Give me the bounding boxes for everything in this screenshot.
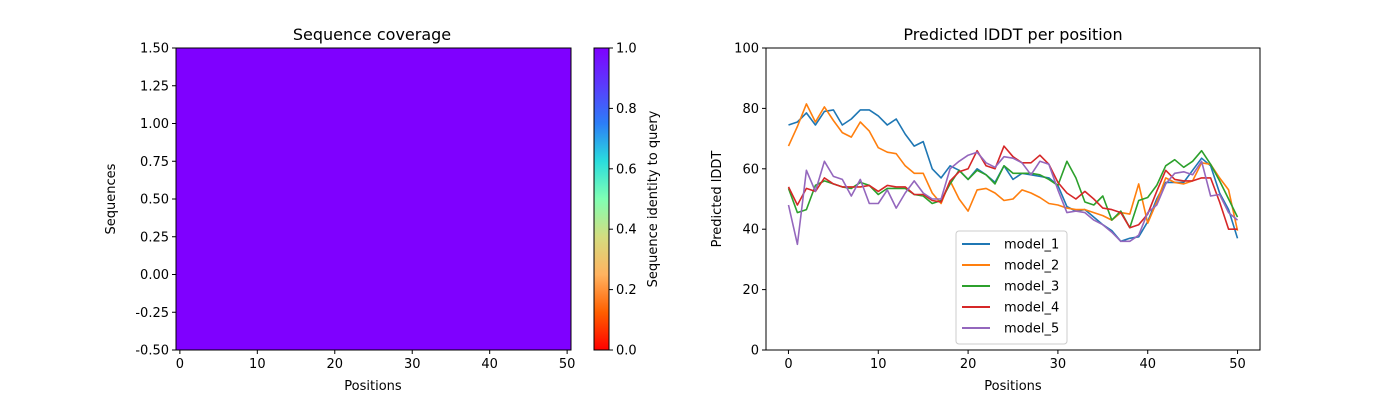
coverage-y-tick-label: 1.00 (140, 117, 169, 132)
legend-label-model_2: model_2 (1004, 259, 1059, 274)
lddt-y-axis-label: Predicted lDDT (710, 151, 725, 248)
coverage-y-axis-label: Sequences (104, 163, 119, 234)
legend-label-model_3: model_3 (1004, 280, 1059, 295)
colorbar-tick-label: 0.8 (616, 102, 637, 117)
coverage-title: Sequence coverage (293, 25, 451, 44)
lddt-y-tick-label: 0 (751, 344, 759, 359)
coverage-x-tick-label: 10 (249, 357, 266, 372)
coverage-y-tick-label: 1.25 (140, 79, 169, 94)
lddt-chart: Predicted lDDT per position 0 10 20 30 40 50 … (710, 25, 1261, 394)
colorbar-label: Sequence identity to query (646, 110, 661, 287)
lddt-x-tick-label: 30 (1050, 357, 1067, 372)
coverage-chart: Sequence coverage 0 10 20 30 40 50 -0.50 -0.25… (104, 25, 575, 394)
coverage-y-tick-label: 1.50 (140, 42, 169, 57)
coverage-x-tick-label: 0 (176, 357, 184, 372)
colorbar-tick-label: 0.0 (616, 344, 637, 359)
series-line-model_3 (787, 149, 1239, 229)
lddt-title: Predicted lDDT per position (903, 25, 1122, 44)
legend-box (955, 230, 1068, 345)
legend-label-model_4: model_4 (1004, 301, 1059, 316)
coverage-x-ticks: 0 10 20 30 40 50 (176, 350, 576, 372)
lddt-y-tick-label: 60 (742, 162, 759, 177)
lddt-x-tick-label: 40 (1139, 357, 1156, 372)
coverage-heatmap-cells (176, 48, 571, 350)
series-line-model_2 (787, 103, 1239, 231)
coverage-x-tick-label: 40 (481, 357, 498, 372)
colorbar-ticks: 0.0 0.2 0.4 0.6 0.8 1.0 (609, 42, 637, 359)
lddt-x-tick-label: 50 (1229, 357, 1246, 372)
colorbar-tick-label: 0.6 (616, 162, 637, 177)
coverage-y-tick-label: 0.75 (140, 155, 169, 170)
lddt-x-tick-label: 0 (784, 357, 792, 372)
lddt-x-tick-label: 20 (960, 357, 977, 372)
colorbar-tick-label: 1.0 (616, 42, 637, 57)
lddt-series-lines (787, 103, 1239, 246)
lddt-y-tick-label: 80 (742, 102, 759, 117)
lddt-y-tick-label: 40 (742, 223, 759, 238)
lddt-y-tick-label: 20 (742, 283, 759, 298)
legend: model_1 model_2 model_3 model_4 model_5 (955, 230, 1068, 345)
lddt-x-axis-label: Positions (984, 379, 1042, 394)
colorbar: 0.0 0.2 0.4 0.6 0.8 1.0 Sequence identity to … (593, 42, 661, 359)
colorbar-tick-label: 0.2 (616, 283, 637, 298)
coverage-x-tick-label: 20 (327, 357, 344, 372)
lddt-plot-frame (765, 47, 1261, 351)
legend-label-model_5: model_5 (1004, 322, 1059, 337)
legend-label-model_1: model_1 (1004, 238, 1059, 253)
coverage-x-axis-label: Positions (344, 379, 402, 394)
coverage-x-tick-label: 50 (559, 357, 576, 372)
lddt-y-ticks: 0 20 40 60 80 100 (734, 42, 766, 359)
lddt-y-tick-label: 100 (734, 42, 759, 57)
colorbar-gradient (593, 47, 610, 351)
coverage-y-tick-label: 0.25 (140, 230, 169, 245)
coverage-y-tick-label: 0.00 (140, 268, 169, 283)
coverage-x-tick-label: 30 (404, 357, 421, 372)
coverage-y-tick-label: -0.50 (135, 344, 169, 359)
lddt-x-tick-label: 10 (870, 357, 887, 372)
coverage-y-tick-label: -0.25 (135, 306, 169, 321)
series-line-model_5 (787, 151, 1239, 246)
colorbar-tick-label: 0.4 (616, 223, 637, 238)
coverage-y-ticks: -0.50 -0.25 0.00 0.25 0.50 0.75 1.00 1.25 1.50 (135, 42, 176, 359)
lddt-x-ticks: 0 10 20 30 40 50 (784, 350, 1246, 372)
coverage-y-tick-label: 0.50 (140, 193, 169, 208)
